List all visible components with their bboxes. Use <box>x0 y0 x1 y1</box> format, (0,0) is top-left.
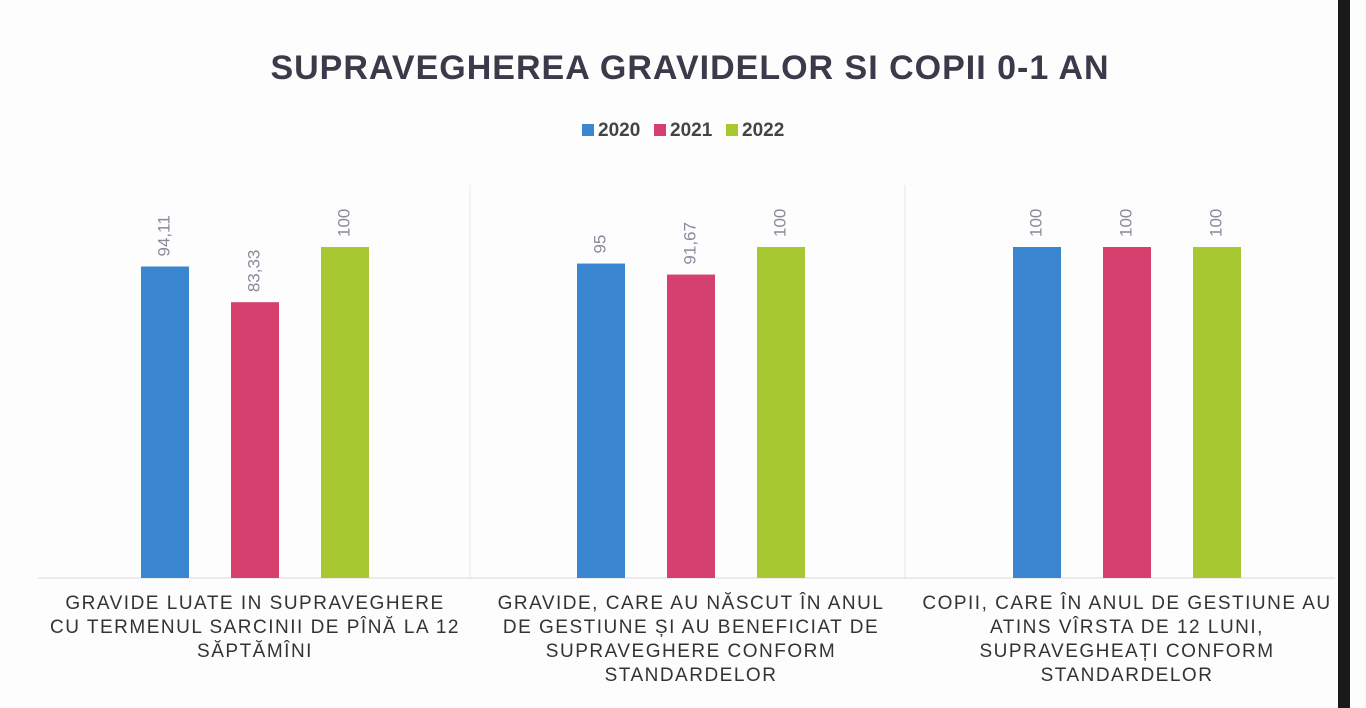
category-label: GRAVIDE LUATE IN SUPRAVEGHERE CU TERMENU… <box>50 593 460 662</box>
bar <box>1013 247 1061 578</box>
bar <box>577 263 625 578</box>
value-label: 95 <box>590 235 609 254</box>
value-label: 83,33 <box>244 250 263 293</box>
category-label: GRAVIDE, CARE AU NĂSCUT ÎN ANUL DE GESTI… <box>497 593 885 686</box>
chart-title: SUPRAVEGHEREA GRAVIDELOR SI COPII 0-1 AN <box>270 49 1109 87</box>
bar <box>1193 247 1241 578</box>
legend-label: 2020 <box>598 120 640 141</box>
legend-swatch <box>654 124 666 136</box>
value-label: 100 <box>1026 209 1045 237</box>
bar <box>231 302 279 578</box>
value-label: 94,11 <box>154 215 173 256</box>
legend-label: 2022 <box>742 120 784 141</box>
bar <box>667 274 715 578</box>
category-label: COPII, CARE ÎN ANUL DE GESTIUNE AU ATINS… <box>922 593 1332 686</box>
value-label: 100 <box>770 209 789 237</box>
bar <box>1103 247 1151 578</box>
bar <box>141 266 189 578</box>
value-label: 100 <box>334 209 353 237</box>
bar <box>757 247 805 578</box>
legend-swatch <box>582 124 594 136</box>
value-label: 100 <box>1116 209 1135 237</box>
legend-label: 2021 <box>670 120 713 141</box>
legend-swatch <box>726 124 738 136</box>
bar <box>321 247 369 578</box>
value-label: 100 <box>1206 209 1225 237</box>
edge-border <box>1338 0 1350 708</box>
value-label: 91,67 <box>680 222 699 265</box>
